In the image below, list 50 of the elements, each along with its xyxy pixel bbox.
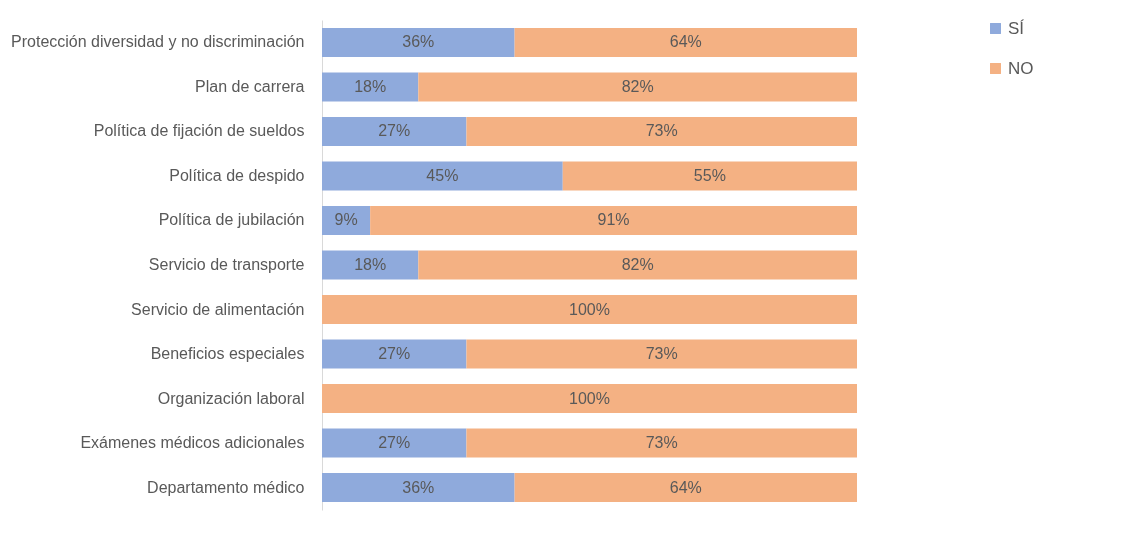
bar <box>322 295 857 324</box>
data-label: 36% <box>402 33 435 51</box>
legend-label: NO <box>1008 58 1034 78</box>
bar <box>322 117 467 146</box>
bar <box>322 339 467 369</box>
bar <box>322 384 857 413</box>
bar <box>322 161 563 191</box>
data-label: 73% <box>645 434 678 452</box>
bar <box>562 161 857 191</box>
data-label: 100% <box>569 300 610 318</box>
data-label: 9% <box>334 211 358 229</box>
data-label: 27% <box>378 345 411 363</box>
data-label: 36% <box>402 478 435 496</box>
y-tick-label: Protección diversidad y no discriminación <box>11 33 305 51</box>
data-label: 18% <box>354 256 387 273</box>
data-label: 64% <box>669 33 702 51</box>
y-tick-label: Departamento médico <box>147 478 305 496</box>
bar <box>322 428 467 458</box>
data-label: 73% <box>645 345 678 363</box>
data-label: 45% <box>426 166 459 184</box>
y-tick-label: Política de jubilación <box>158 211 305 229</box>
bar <box>370 206 857 235</box>
bar <box>514 28 857 57</box>
bar <box>466 428 857 458</box>
y-tick-label: Política de despido <box>169 166 305 184</box>
y-tick-label: Política de fijación de sueldos <box>93 122 305 140</box>
data-label: 18% <box>354 77 387 95</box>
y-tick-label: Organización laboral <box>157 389 305 407</box>
data-label: 73% <box>645 122 678 140</box>
bar <box>322 28 515 57</box>
data-label: 27% <box>378 434 411 452</box>
y-tick-label: Exámenes médicos adicionales <box>80 434 305 452</box>
y-tick-label: Beneficios especiales <box>150 345 305 363</box>
data-label: 82% <box>621 256 654 273</box>
data-label: 55% <box>693 166 726 184</box>
data-label: 27% <box>378 122 411 140</box>
bar <box>322 473 515 502</box>
data-label: 100% <box>569 389 610 407</box>
bar <box>418 72 857 102</box>
y-tick-label: Plan de carrera <box>195 77 305 95</box>
bar <box>514 473 857 502</box>
data-label: 64% <box>669 478 702 496</box>
legend-label: SÍ <box>1008 18 1025 38</box>
data-label: 82% <box>621 77 654 95</box>
y-tick-label: Servicio de alimentación <box>131 300 305 318</box>
data-label: 91% <box>597 211 630 229</box>
bar <box>466 339 857 369</box>
bar <box>418 250 857 280</box>
bar <box>466 117 857 146</box>
y-tick-label: Servicio de transporte <box>148 256 305 273</box>
